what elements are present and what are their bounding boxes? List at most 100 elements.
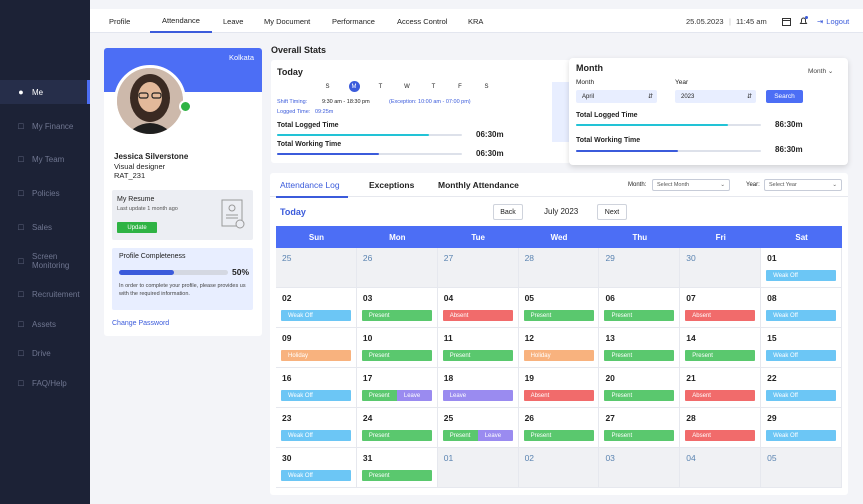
calendar-day-cell[interactable]: 04 Absent <box>437 288 519 328</box>
search-button[interactable]: Search <box>766 90 803 103</box>
calendar-day-cell[interactable]: 16 Weak Off <box>276 368 357 408</box>
calendar-day-cell[interactable]: 29 <box>599 248 681 288</box>
attendance-status: Present <box>361 470 432 481</box>
calendar-day-cell[interactable]: 05 <box>761 448 843 488</box>
calendar-day-cell[interactable]: 15 Weak Off <box>761 328 843 368</box>
calendar-day-cell[interactable]: 31 Present <box>356 448 438 488</box>
tab-performance[interactable]: Performance <box>332 16 375 26</box>
tab-profile[interactable]: Profile <box>109 16 131 26</box>
calendar-day-cell[interactable]: 27 Present <box>599 408 681 448</box>
calendar-day-cell[interactable]: 30 <box>680 248 762 288</box>
today-button[interactable]: Today <box>280 207 306 217</box>
sidebar-item-my-team[interactable]: □ My Team <box>0 147 90 171</box>
calendar-day-cell[interactable]: 13 Present <box>599 328 681 368</box>
calendar-day-cell[interactable]: 24 Present <box>356 408 438 448</box>
attendance-status: Present <box>604 310 675 321</box>
weekday-3[interactable]: W <box>404 83 410 90</box>
calendar-day-cell[interactable]: 27 <box>437 248 519 288</box>
status-badge-weakoff: Weak Off <box>766 350 837 361</box>
shift-timing-label: Shift Timing: <box>277 99 308 105</box>
update-resume-button[interactable]: Update <box>117 222 157 233</box>
next-button[interactable]: Next <box>597 204 627 220</box>
weekday-2[interactable]: T <box>378 83 383 90</box>
calendar-day-cell[interactable]: 10 Present <box>356 328 438 368</box>
tab-my-document[interactable]: My Document <box>264 16 311 26</box>
notification-icon[interactable] <box>799 9 808 33</box>
status-badge-holiday: Holiday <box>281 350 351 361</box>
sidebar-item-me[interactable]: ● Me <box>0 80 90 104</box>
tab-monthly-attendance[interactable]: Monthly Attendance <box>438 180 519 190</box>
status-badge-weakoff: Weak Off <box>281 390 351 401</box>
calendar-day-cell[interactable]: 11 Present <box>437 328 519 368</box>
calendar-day-cell[interactable]: 25 Present Leave <box>437 408 519 448</box>
attendance-status: Weak Off <box>766 430 837 441</box>
weekday-0[interactable]: S <box>325 83 330 90</box>
weekday-1[interactable]: M <box>348 81 360 92</box>
back-button[interactable]: Back <box>493 204 523 220</box>
calendar-day-cell[interactable]: 02 Weak Off <box>276 288 357 328</box>
calendar-day-cell[interactable]: 07 Absent <box>680 288 762 328</box>
calendar-day-cell[interactable]: 02 <box>518 448 600 488</box>
calendar-day-cell[interactable]: 01 <box>437 448 519 488</box>
calendar-day-cell[interactable]: 29 Weak Off <box>761 408 843 448</box>
status-badge-weakoff: Weak Off <box>281 470 351 481</box>
weekday-6[interactable]: S <box>484 83 489 90</box>
logged-time-value: 09:25m <box>315 109 334 115</box>
tab-kra[interactable]: KRA <box>468 16 484 26</box>
calendar-day-cell[interactable]: 06 Present <box>599 288 681 328</box>
month-select[interactable]: April ⇵ <box>576 90 657 103</box>
year-filter-select[interactable]: Select Year ⌄ <box>764 179 842 191</box>
sidebar-item-faq-help[interactable]: □ FAQ/Help <box>0 371 90 395</box>
calendar-day-cell[interactable]: 04 <box>680 448 762 488</box>
calendar-day-cell[interactable]: 05 Present <box>518 288 600 328</box>
calendar-day-cell[interactable]: 26 Present <box>518 408 600 448</box>
weekday-5[interactable]: F <box>458 83 462 90</box>
help-icon: □ <box>18 378 24 388</box>
calendar-day-cell[interactable]: 03 Present <box>356 288 438 328</box>
sidebar-item-assets[interactable]: □ Assets <box>0 312 90 336</box>
calendar-day-cell[interactable]: 26 <box>356 248 438 288</box>
attendance-status: Weak Off <box>281 390 351 401</box>
tab-exceptions[interactable]: Exceptions <box>369 180 415 190</box>
calendar-day-cell[interactable]: 12 Holiday <box>518 328 600 368</box>
sidebar-item-screen-monitoring[interactable]: □ Screen Monitoring <box>0 248 90 274</box>
calendar-day-cell[interactable]: 22 Weak Off <box>761 368 843 408</box>
calendar-day-cell[interactable]: 28 Absent <box>680 408 762 448</box>
calendar-day-cell[interactable]: 03 <box>599 448 681 488</box>
calendar-day-cell[interactable]: 17 Present Leave <box>356 368 438 408</box>
attendance-status: Leave <box>442 390 513 401</box>
calendar-day-cell[interactable]: 25 <box>276 248 357 288</box>
tab-attendance-log[interactable]: Attendance Log <box>280 180 340 190</box>
calendar-day-cell[interactable]: 18 Leave <box>437 368 519 408</box>
calendar-day-cell[interactable]: 08 Weak Off <box>761 288 843 328</box>
team-icon: □ <box>18 154 24 164</box>
change-password-link[interactable]: Change Password <box>112 320 170 327</box>
calendar-day-cell[interactable]: 14 Present <box>680 328 762 368</box>
tab-attendance[interactable]: Attendance <box>150 9 212 33</box>
year-select[interactable]: 2023 ⇵ <box>675 90 756 103</box>
calendar-day-cell[interactable]: 21 Absent <box>680 368 762 408</box>
sidebar-item-label: Assets <box>32 319 57 329</box>
tab-access-control[interactable]: Access Control <box>397 16 448 26</box>
logout-button[interactable]: ⇥ Logout <box>817 9 849 33</box>
calendar-day-cell[interactable]: 20 Present <box>599 368 681 408</box>
calendar-icon[interactable] <box>782 9 791 33</box>
period-dropdown[interactable]: Month ⌄ <box>808 67 833 75</box>
calendar-day-cell[interactable]: 30 Weak Off <box>276 448 357 488</box>
calendar-day-cell[interactable]: 19 Absent <box>518 368 600 408</box>
weekday-4[interactable]: T <box>431 83 436 90</box>
completeness-note: In order to complete your profile, pleas… <box>119 283 246 297</box>
sidebar-item-recruitement[interactable]: □ Recruitement <box>0 282 90 306</box>
calendar-day-cell[interactable]: 28 <box>518 248 600 288</box>
calendar-day-cell[interactable]: 09 Holiday <box>276 328 357 368</box>
attendance-card: Attendance Log Exceptions Monthly Attend… <box>270 173 848 495</box>
sidebar-item-drive[interactable]: □ Drive <box>0 341 90 365</box>
tab-leave[interactable]: Leave <box>223 16 244 26</box>
sidebar-item-policies[interactable]: □ Policies <box>0 181 90 205</box>
month-filter-select[interactable]: Select Month ⌄ <box>652 179 730 191</box>
calendar-day-cell[interactable]: 01 Weak Off <box>761 248 843 288</box>
calendar-day-cell[interactable]: 23 Weak Off <box>276 408 357 448</box>
sidebar-item-sales[interactable]: □ Sales <box>0 215 90 239</box>
month-select-value: April <box>582 93 595 100</box>
sidebar-item-my-finance[interactable]: □ My Finance <box>0 114 90 138</box>
